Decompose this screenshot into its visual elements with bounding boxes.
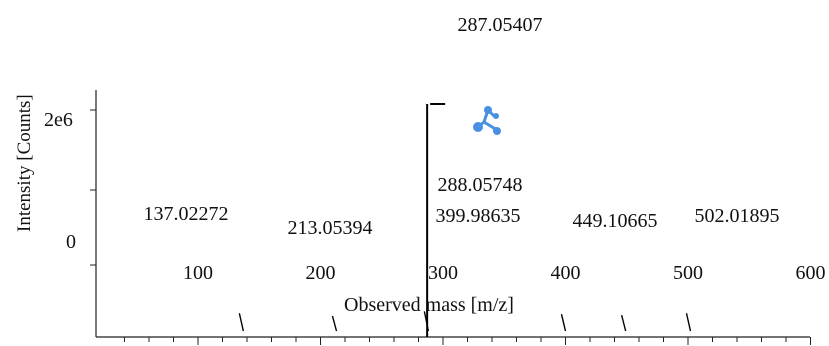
peak-stick xyxy=(423,311,430,332)
peak-labels-layer: 137.02272 213.05394 287.05407 288.05748 399.… xyxy=(144,14,780,239)
peak-label: 287.05407 xyxy=(458,14,543,36)
x-axis-label: Observed mass [m/z] xyxy=(344,294,514,316)
peak-stick xyxy=(238,313,245,332)
peak-label: 288.05748 xyxy=(438,174,523,196)
x-tick-label: 300 xyxy=(428,262,458,284)
peak-label: 399.98635 xyxy=(436,205,521,227)
peak-stick xyxy=(331,315,338,332)
y-tick-label-0: 0 xyxy=(66,231,76,253)
peak-label: 502.01895 xyxy=(695,205,780,227)
y-tick-label-2e6: 2e6 xyxy=(44,109,73,131)
peak-label: 449.10665 xyxy=(573,210,658,232)
peaks-layer xyxy=(238,103,692,337)
molecule-icon xyxy=(472,106,506,140)
y-axis-label: Intensity [Counts] xyxy=(14,94,35,232)
x-minor-ticks xyxy=(124,337,811,345)
peak-label: 213.05394 xyxy=(288,217,373,239)
x-tick-label: 100 xyxy=(183,262,213,284)
peak-stick xyxy=(685,313,692,332)
x-tick-label: 500 xyxy=(673,262,703,284)
x-tick-label: 400 xyxy=(551,262,581,284)
x-tick-label: 600 xyxy=(796,262,826,284)
x-tick-label: 200 xyxy=(306,262,336,284)
peak-stick xyxy=(620,314,627,332)
peak-stick xyxy=(560,314,567,332)
x-tick-labels: 100 200 300 400 500 600 xyxy=(183,262,826,284)
peak-label: 137.02272 xyxy=(144,203,229,225)
